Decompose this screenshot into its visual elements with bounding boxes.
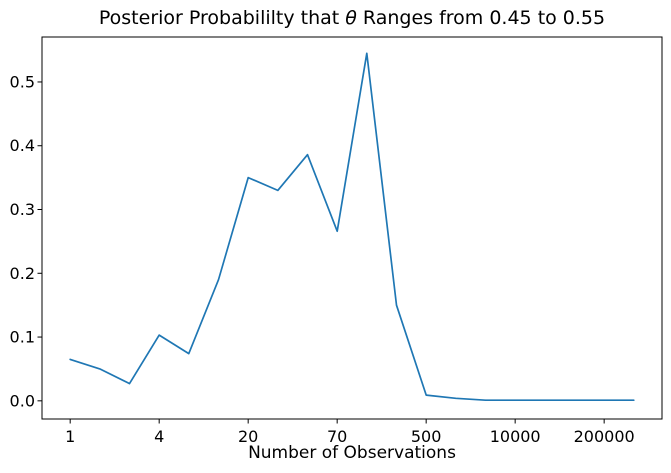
theta-symbol: θ	[345, 7, 357, 29]
y-tick-label: 0.1	[10, 328, 35, 347]
x-tick-label: 10000	[490, 427, 541, 446]
chart-title-prefix: Posterior Probabililty that	[98, 7, 346, 29]
x-tick-label: 70	[327, 427, 347, 446]
x-tick-label: 4	[154, 427, 164, 446]
x-axis-label: Number of Observations	[248, 443, 456, 463]
y-tick-label: 0.3	[10, 200, 35, 219]
x-tick-label: 20	[238, 427, 258, 446]
y-tick-label: 0.2	[10, 264, 35, 283]
axes-frame	[41, 36, 663, 420]
x-tick-label: 200000	[574, 427, 635, 446]
chart-title: Posterior Probabililty that θ Ranges fro…	[42, 7, 662, 30]
y-tick-label: 0.5	[10, 72, 35, 91]
x-tick-label: 500	[411, 427, 442, 446]
y-tick-label: 0.0	[10, 391, 35, 410]
x-tick-label: 1	[65, 427, 75, 446]
chart-title-suffix: Ranges from 0.45 to 0.55	[356, 7, 606, 29]
y-tick-label: 0.4	[10, 136, 35, 155]
posterior-probability-line	[69, 52, 635, 402]
